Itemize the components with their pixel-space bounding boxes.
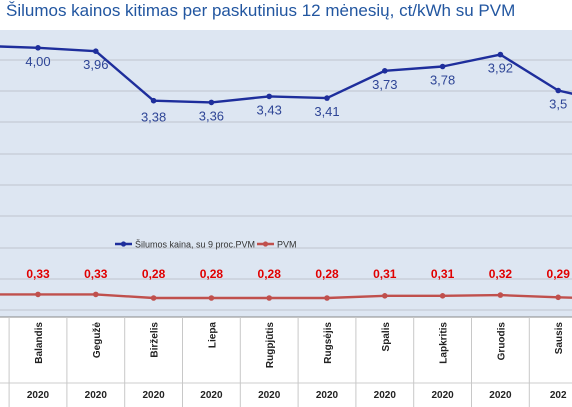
point-vat-7 <box>439 293 446 299</box>
series-lines <box>0 45 572 300</box>
data-label-vat-1: 0,33 <box>84 267 108 281</box>
category-table: Balandis 2020 Gegužė 2020 Birželis 2020 Liepa 2… <box>0 316 572 407</box>
data-label-heat-price-5: 3,41 <box>314 104 339 119</box>
point-vat-8 <box>497 292 504 298</box>
point-vat-4 <box>266 295 273 301</box>
data-label-heat-price-3: 3,36 <box>199 108 224 123</box>
data-label-heat-price-1: 3,96 <box>83 57 108 72</box>
legend: Šilumos kaina, su 9 proc.PVM PVM <box>115 240 297 250</box>
data-label-vat-2: 0,28 <box>142 267 166 281</box>
category-label-3: Liepa <box>207 322 218 349</box>
legend-label-vat: PVM <box>277 240 297 250</box>
category-label-7: Lapkritis <box>439 322 450 364</box>
category-label-9: Sausis <box>554 322 565 355</box>
data-label-vat-7: 0,31 <box>431 267 455 281</box>
point-vat-9 <box>555 294 561 301</box>
point-heat-price-1 <box>93 48 99 54</box>
category-label-1: Gegužė <box>92 322 103 359</box>
data-label-heat-price-8: 3,92 <box>488 61 513 76</box>
point-heat-price-5 <box>324 95 330 101</box>
legend-marker-heat-price <box>120 241 127 247</box>
data-label-vat-6: 0,31 <box>373 267 397 281</box>
category-year-7: 2020 <box>431 390 454 401</box>
point-heat-price-2 <box>150 97 157 104</box>
category-year-0: 2020 <box>27 390 50 401</box>
point-vat-1 <box>93 291 99 298</box>
data-label-heat-price-6: 3,73 <box>372 77 397 92</box>
category-label-8: Gruodis <box>496 322 507 361</box>
category-year-1: 2020 <box>85 390 108 401</box>
point-vat-3 <box>208 295 215 301</box>
data-label-vat-9: 0,29 <box>547 267 571 281</box>
category-year-2: 2020 <box>142 390 165 401</box>
point-heat-price-6 <box>382 68 388 74</box>
category-year-4: 2020 <box>258 390 281 401</box>
category-label-6: Spalis <box>381 322 392 352</box>
series-line-vat <box>0 293 572 300</box>
data-label-vat-4: 0,28 <box>258 267 282 281</box>
category-label-2: Birželis <box>150 322 161 358</box>
data-label-heat-price-2: 3,38 <box>141 110 166 125</box>
category-year-6: 2020 <box>374 390 397 401</box>
series-points <box>35 45 561 301</box>
point-heat-price-9 <box>555 87 561 94</box>
point-heat-price-7 <box>439 63 446 70</box>
point-heat-price-4 <box>266 93 273 100</box>
data-label-heat-price-0: 4,00 <box>25 54 50 69</box>
data-label-heat-price-4: 3,43 <box>257 102 282 117</box>
data-label-vat-8: 0,32 <box>489 267 513 281</box>
category-label-0: Balandis <box>34 322 45 364</box>
point-heat-price-0 <box>35 45 41 51</box>
data-label-vat-0: 0,33 <box>26 267 50 281</box>
category-label-4: Rugpjūtis <box>265 322 276 369</box>
category-year-5: 2020 <box>316 390 339 401</box>
point-vat-0 <box>35 291 41 298</box>
data-label-vat-5: 0,28 <box>315 267 339 281</box>
plot-area <box>0 30 572 317</box>
point-heat-price-3 <box>208 99 215 106</box>
category-year-3: 2020 <box>200 390 223 401</box>
legend-label-heat-price: Šilumos kaina, su 9 proc.PVM <box>135 240 255 250</box>
point-vat-2 <box>150 295 157 301</box>
point-vat-6 <box>382 293 388 299</box>
point-vat-5 <box>324 295 330 301</box>
data-label-vat-3: 0,28 <box>200 267 224 281</box>
series-line-heat-price <box>0 45 572 104</box>
chart-title: Šilumos kainos kitimas per paskutinius 1… <box>6 1 516 20</box>
category-label-5: Rugsėjis <box>323 322 334 364</box>
data-label-heat-price-9: 3,5 <box>549 97 567 112</box>
category-year-9: 202 <box>550 390 567 401</box>
data-labels: 4,00 3,96 3,38 3,36 3,43 3,41 3,73 3,78 3,92 3,5 0… <box>25 54 570 281</box>
legend-marker-vat <box>262 241 269 247</box>
point-heat-price-8 <box>497 51 504 58</box>
category-year-8: 2020 <box>489 390 512 401</box>
data-label-heat-price-7: 3,78 <box>430 73 455 88</box>
